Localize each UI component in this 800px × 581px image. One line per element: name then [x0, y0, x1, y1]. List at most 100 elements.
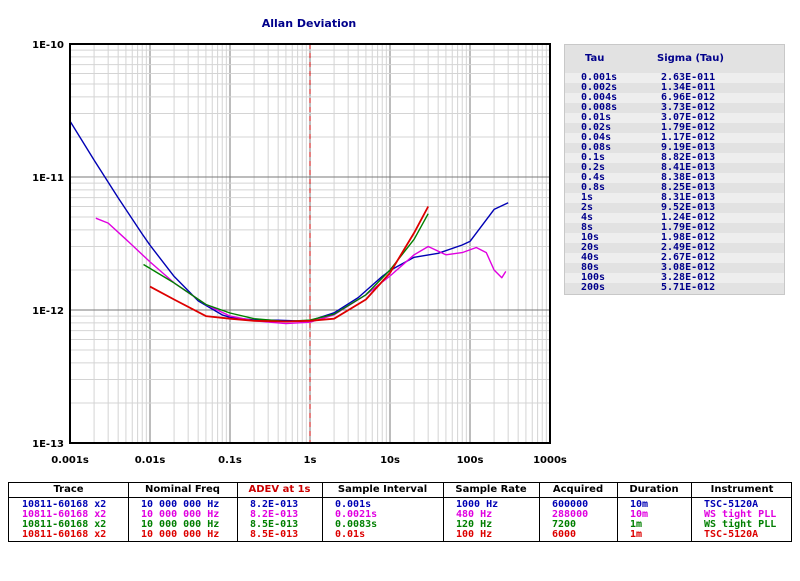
legend-cell: TSC-5120A	[704, 499, 759, 510]
legend-cell: 10811-60168 x2	[22, 529, 107, 540]
legend-header-divider	[9, 497, 791, 498]
tau-table-row: 0.08s 9.19E-013	[565, 143, 784, 153]
trace-legend-table: Trace Nominal Freq ADEV at 1s Sample Interv…	[8, 482, 792, 542]
tau-table-row: 20s 2.49E-012	[565, 243, 784, 253]
legend-column-header: Duration	[629, 484, 679, 495]
legend-column-divider	[322, 483, 323, 541]
series-layer	[69, 120, 509, 325]
y-tick-label: 1E-11	[32, 173, 64, 184]
legend-cell: 120 Hz	[456, 519, 493, 530]
legend-cell: 7200	[552, 519, 577, 530]
tau-table-row: 100s 3.28E-012	[565, 273, 784, 283]
sigma-value: 1.17E-012	[661, 132, 716, 143]
tau-value: 0.8s	[581, 182, 606, 193]
tau-table-row: 80s 3.08E-012	[565, 263, 784, 273]
legend-column-header: ADEV at 1s	[248, 484, 311, 495]
tau-table-row: 0.02s 1.79E-012	[565, 123, 784, 133]
tau-value: 0.002s	[581, 82, 618, 93]
tau-value: 0.4s	[581, 172, 606, 183]
legend-cell: 8.2E-013	[250, 509, 299, 520]
tau-table-header: Tau Sigma (Tau)	[565, 45, 784, 73]
legend-column-header: Instrument	[710, 484, 774, 495]
legend-cell: 1000 Hz	[456, 499, 499, 510]
legend-cell: 6000	[552, 529, 577, 540]
sigma-value: 2.67E-012	[661, 252, 716, 263]
sigma-value: 3.28E-012	[661, 272, 716, 283]
legend-cell: 1m	[630, 519, 643, 530]
tau-table-row: 2s 9.52E-013	[565, 203, 784, 213]
sigma-value: 5.71E-012	[661, 282, 716, 293]
legend-cell: 10811-60168 x2	[22, 499, 107, 510]
tau-table-row: 0.008s 3.73E-012	[565, 103, 784, 113]
tau-table-row: 4s 1.24E-012	[565, 213, 784, 223]
tau-value: 0.008s	[581, 102, 618, 113]
plot-frame	[69, 43, 551, 444]
legend-cell: 10 000 000 Hz	[141, 509, 220, 520]
legend-cell: 10 000 000 Hz	[141, 499, 220, 510]
x-tick-label: 1s	[304, 455, 317, 466]
sigma-value: 8.41E-013	[661, 162, 716, 173]
legend-column-header: Sample Interval	[337, 484, 428, 495]
tau-value: 0.01s	[581, 112, 612, 123]
tau-table-row: 0.8s 8.25E-013	[565, 183, 784, 193]
legend-cell: 600000	[552, 499, 589, 510]
legend-cell: 8.2E-013	[250, 499, 299, 510]
tau-table-row: 1s 8.31E-013	[565, 193, 784, 203]
legend-cell: TSC-5120A	[704, 529, 759, 540]
legend-cell: 10811-60168 x2	[22, 509, 107, 520]
legend-cell: 10811-60168 x2	[22, 519, 107, 530]
sigma-value: 8.31E-013	[661, 192, 716, 203]
legend-cell: 8.5E-013	[250, 529, 299, 540]
grid	[69, 44, 550, 444]
legend-cell: 0.0083s	[335, 519, 378, 530]
tau-value: 20s	[581, 242, 600, 253]
sigma-value: 3.08E-012	[661, 262, 716, 273]
legend-column-header: Nominal Freq	[145, 484, 220, 495]
series-line-2	[95, 217, 507, 325]
legend-column-header: Trace	[53, 484, 84, 495]
series-line-4	[149, 206, 429, 323]
tau-table-row: 0.4s 8.38E-013	[565, 173, 784, 183]
legend-cell: 10m	[630, 509, 649, 520]
legend-cell: 8.5E-013	[250, 519, 299, 530]
sigma-value: 1.79E-012	[661, 222, 716, 233]
x-tick-label: 0.1s	[218, 455, 242, 466]
x-tick-label: 1000s	[533, 455, 567, 466]
y-tick-label: 1E-10	[32, 40, 64, 51]
adev-chart: Allan Deviation 0.001s 0.01s 0.1s 1s 10s 100s…	[32, 17, 567, 466]
tau-sigma-table: Tau Sigma (Tau) 0.001s 2.63E-011 0.002s 1.3…	[564, 44, 785, 295]
tau-value: 200s	[581, 282, 606, 293]
sigma-value: 3.73E-012	[661, 102, 716, 113]
legend-column-divider	[617, 483, 618, 541]
tau-value: 0.2s	[581, 162, 606, 173]
sigma-value: 1.24E-012	[661, 212, 716, 223]
legend-column-divider	[128, 483, 129, 541]
y-tick-label: 1E-13	[32, 439, 64, 450]
tau-table-row: 0.002s 1.34E-011	[565, 83, 784, 93]
legend-cell: WS tight PLL	[704, 509, 777, 520]
legend-cell: 0.0021s	[335, 509, 378, 520]
tau-value: 10s	[581, 232, 600, 243]
legend-cell: 480 Hz	[456, 509, 493, 520]
sigma-header: Sigma (Tau)	[657, 53, 724, 64]
legend-column-divider	[691, 483, 692, 541]
legend-cell: 10 000 000 Hz	[141, 529, 220, 540]
tau-value: 0.004s	[581, 92, 618, 103]
tau-value: 80s	[581, 262, 600, 273]
legend-column-divider	[237, 483, 238, 541]
tau-value: 40s	[581, 252, 600, 263]
tau-header: Tau	[585, 53, 605, 64]
sigma-value: 9.52E-013	[661, 202, 716, 213]
sigma-value: 2.63E-011	[661, 72, 716, 83]
legend-cell: 100 Hz	[456, 529, 493, 540]
legend-cell: 10m	[630, 499, 649, 510]
tau-value: 0.04s	[581, 132, 612, 143]
y-tick-label: 1E-12	[32, 306, 64, 317]
sigma-value: 9.19E-013	[661, 142, 716, 153]
legend-cell: 288000	[552, 509, 589, 520]
legend-cell: 0.01s	[335, 529, 366, 540]
legend-column-divider	[443, 483, 444, 541]
sigma-value: 6.96E-012	[661, 92, 716, 103]
tau-table-row: 0.1s 8.82E-013	[565, 153, 784, 163]
sigma-value: 8.82E-013	[661, 152, 716, 163]
